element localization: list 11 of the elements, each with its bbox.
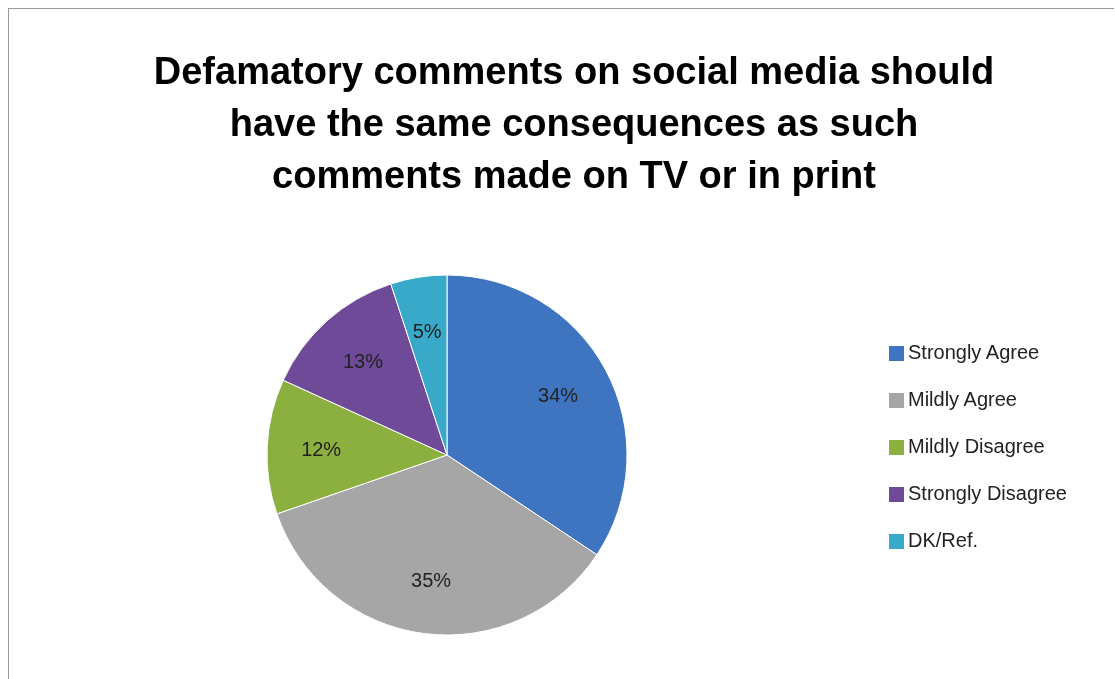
data-label: 12%	[301, 438, 342, 460]
data-label: 5%	[412, 319, 442, 342]
chart-title: Defamatory comments on social media should have the same consequences as such comments made on TV or in print	[152, 49, 996, 198]
legend-label: Mildly Agree	[908, 388, 1017, 410]
legend-label: Mildly Disagree	[908, 435, 1045, 457]
legend-label: Strongly Disagree	[908, 482, 1067, 504]
data-label: 13%	[342, 350, 384, 373]
legend-label: DK/Ref.	[908, 529, 979, 551]
data-label: 35%	[411, 568, 452, 591]
data-label: 34%	[538, 384, 579, 407]
legend-label: Strongly Agree	[908, 341, 1040, 363]
